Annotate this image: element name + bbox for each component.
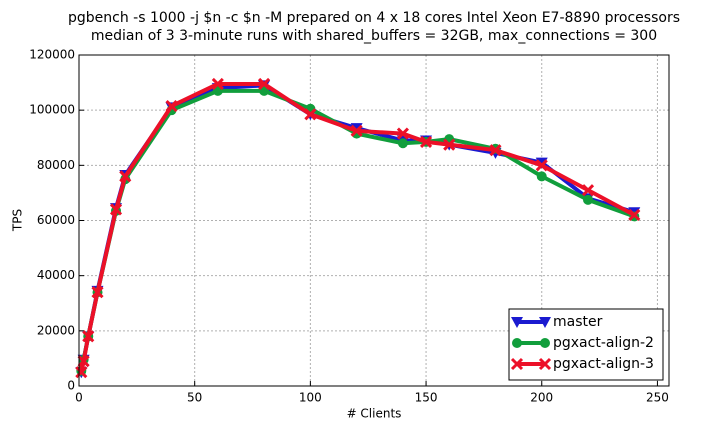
plot-frame [78,54,670,387]
marker [258,77,271,91]
marker [119,170,132,183]
marker [489,144,502,157]
x-tick-label: 100 [299,391,322,405]
marker [581,184,595,197]
marker [350,124,363,137]
marker [165,99,178,113]
y-axis-label: TPS [11,209,25,232]
y-tick-label: 0 [67,379,75,393]
x-axis-label: # Clients [347,407,402,421]
marker [538,357,552,371]
marker [512,338,522,348]
marker [419,135,433,148]
x-tick-label: 150 [415,391,438,405]
marker [82,330,95,343]
marker [540,338,550,348]
marker [396,127,409,140]
marker [443,138,456,151]
marker [211,77,224,91]
y-tick-label: 40000 [37,268,75,282]
marker [75,366,88,379]
marker [536,171,547,182]
y-tick-label: 120000 [29,48,75,62]
marker [628,208,641,222]
legend-label: pgxact-align-3 [553,356,654,372]
x-tick-label: 200 [530,391,553,405]
marker [539,317,551,328]
y-tick-label: 80000 [37,158,75,172]
marker [109,203,123,216]
x-tick-label: 0 [75,391,83,405]
y-tick-label: 60000 [37,213,75,227]
y-tick-label: 100000 [29,103,75,117]
x-tick-label: 50 [187,391,202,405]
legend-label: master [553,314,603,330]
marker [511,317,523,328]
marker [304,108,317,121]
marker [77,355,90,368]
marker [583,194,594,205]
marker [397,138,408,149]
chart-title: pgbench -s 1000 -j $n -c $n -M prepared … [68,10,680,26]
y-tick-label: 20000 [37,323,75,337]
marker [91,286,104,299]
marker [510,357,524,371]
line [79,81,636,373]
legend: master pgxact-align-2 pgxact-align-3 [508,308,664,381]
series [75,77,641,379]
marker [535,159,548,172]
chart-subtitle: median of 3 3-minute runs with shared_bu… [91,28,657,44]
x-tick-label: 250 [646,391,669,405]
legend-label: pgxact-align-2 [553,335,654,351]
